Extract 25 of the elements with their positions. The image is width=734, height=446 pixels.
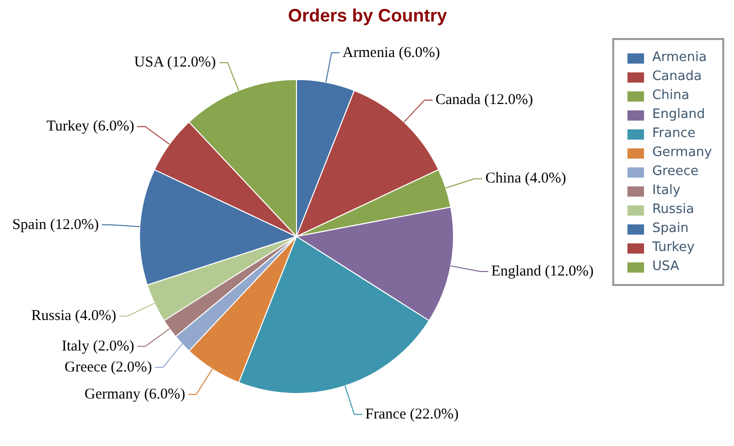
legend-label: Turkey	[652, 240, 695, 255]
legend-label: China	[652, 88, 690, 103]
data-label: USA (12.0%)	[134, 54, 216, 71]
data-label: Canada (12.0%)	[436, 92, 533, 108]
data-label: Russia (4.0%)	[31, 308, 116, 324]
data-label: Italy (2.0%)	[62, 338, 134, 354]
legend-label: Armenia	[652, 50, 707, 65]
legend-label: England	[652, 107, 706, 122]
data-label: Spain (12.0%)	[12, 216, 99, 233]
data-label: Greece (2.0%)	[64, 359, 152, 376]
legend-label: Canada	[652, 69, 702, 84]
chart-title: Orders by Country	[288, 6, 448, 26]
legend-label: Greece	[652, 164, 699, 179]
legend-label: Germany	[652, 145, 712, 160]
data-label: Armenia (6.0%)	[342, 44, 440, 61]
legend-label: Italy	[652, 183, 680, 198]
data-label: China (4.0%)	[485, 170, 566, 187]
data-label: Germany (6.0%)	[84, 386, 186, 402]
data-label: France (22.0%)	[365, 406, 459, 422]
legend-label: France	[652, 126, 696, 141]
data-label: Turkey (6.0%)	[46, 118, 134, 135]
legend-label: USA	[652, 259, 680, 274]
data-label: England (12.0%)	[491, 264, 594, 280]
legend-label: Russia	[652, 202, 694, 217]
legend-label: Spain	[652, 221, 689, 236]
